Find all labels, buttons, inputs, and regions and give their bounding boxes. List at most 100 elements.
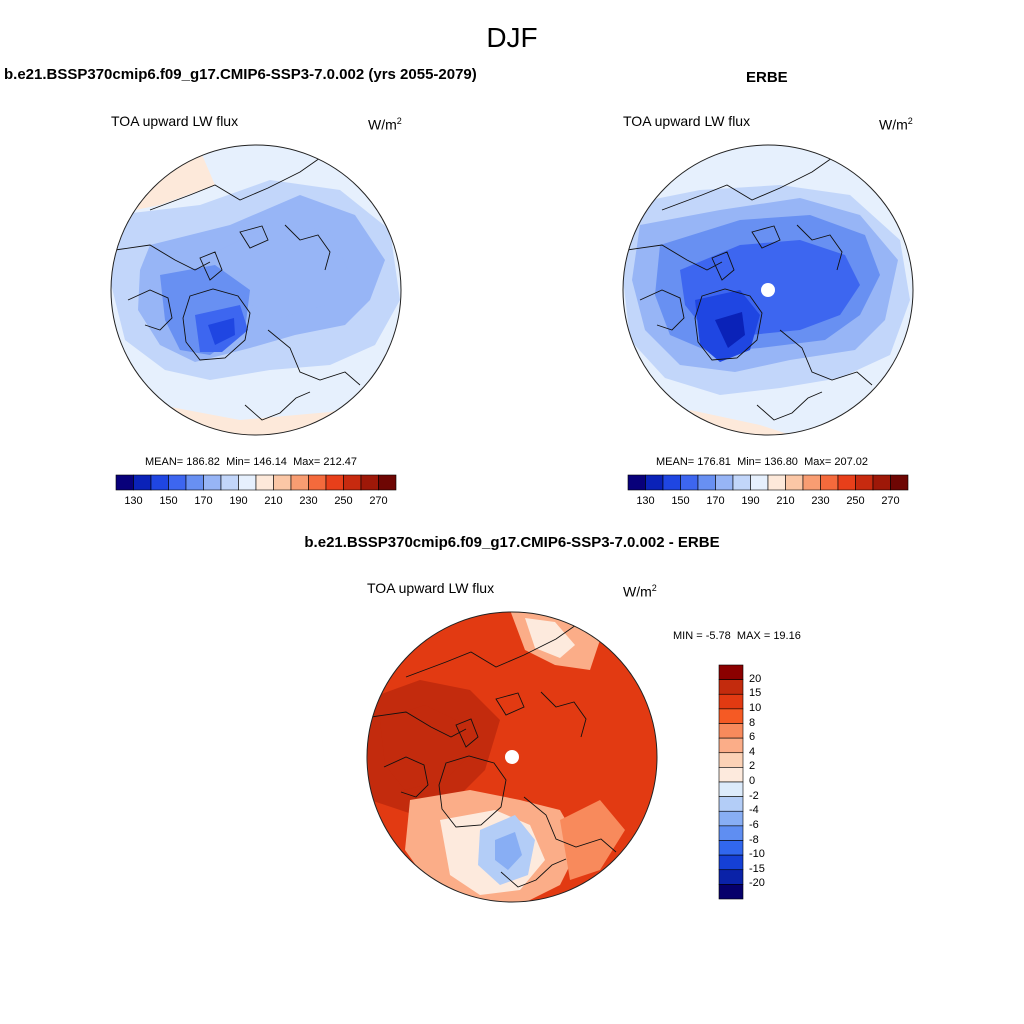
map-1-boundary — [110, 144, 402, 436]
colorbar-tick-label: 230 — [811, 495, 830, 507]
colorbar-box — [255, 474, 274, 491]
colorbar-box — [718, 693, 744, 710]
colorbar-box — [627, 474, 646, 491]
map-2-boundary — [622, 144, 914, 436]
colorbar-box — [890, 474, 909, 491]
colorbar-box — [718, 708, 744, 724]
map-1-fill-warm-s — [111, 395, 400, 435]
colorbar-tick-label: 270 — [369, 495, 388, 507]
map-3-fill-negative-core — [495, 832, 522, 870]
colorbar-box — [290, 474, 309, 491]
colorbar-box — [697, 474, 716, 491]
panel-2-min-value: 136.80 — [764, 456, 798, 468]
map-2-coastlines — [626, 157, 873, 421]
colorbar-tick-label: 250 — [334, 495, 353, 507]
colorbar-box — [718, 796, 744, 812]
panel-3-stats: MIN = -5.78 MAX = 19.16 — [673, 630, 801, 642]
colorbar-tick-label: 230 — [299, 495, 318, 507]
panel-1-mean-label: MEAN= — [145, 456, 184, 468]
colorbar-tick-label: 170 — [706, 495, 725, 507]
colorbar-box — [115, 474, 134, 491]
map-1-coastlines — [114, 157, 361, 421]
colorbar-box — [680, 474, 699, 491]
colorbar-box — [785, 474, 804, 491]
panel-2-title: ERBE — [746, 69, 788, 86]
map-3-boundary — [366, 611, 658, 903]
colorbar-box — [168, 474, 187, 491]
colorbar-tick-label: 130 — [636, 495, 655, 507]
colorbar-tick-label: -6 — [749, 818, 759, 831]
colorbar-box — [855, 474, 874, 491]
map-2-fill-greenland-core — [715, 312, 745, 348]
panel-2-units: W/m2 — [879, 116, 913, 133]
colorbar-tick-label: 170 — [194, 495, 213, 507]
panel-3-title: b.e21.BSSP370cmip6.f09_g17.CMIP6-SSP3-7.… — [304, 534, 720, 551]
panel-1-min-value: 146.14 — [253, 456, 287, 468]
map-3-fill-east-pale — [560, 800, 625, 880]
colorbar-box — [150, 474, 169, 491]
panel-2-stats: MEAN= 176.81 Min= 136.80 Max= 207.02 — [656, 456, 868, 468]
colorbar-tick-label: 190 — [741, 495, 760, 507]
colorbar-tick-label: 250 — [846, 495, 865, 507]
colorbar-box — [343, 474, 362, 491]
colorbar-tick-label: -2 — [749, 789, 759, 802]
colorbar-box — [220, 474, 239, 491]
panel-3-variable-label: TOA upward LW flux — [367, 580, 495, 596]
colorbar-tick-label: 2 — [749, 760, 756, 773]
colorbar-tick-label: 10 — [749, 701, 762, 714]
colorbar-box — [718, 767, 744, 783]
panel-1-max-value: 212.47 — [323, 456, 357, 468]
colorbar-box — [378, 474, 397, 491]
colorbar-tick-label: 4 — [749, 745, 756, 758]
map-1-fill-greenland-core — [208, 318, 235, 345]
colorbar-tick-label: 15 — [749, 687, 762, 700]
panel-1-variable-label: TOA upward LW flux — [111, 113, 239, 129]
panel-3-min-label: MIN = — [673, 630, 703, 642]
colorbar-box — [718, 752, 744, 768]
colorbar-box — [185, 474, 204, 491]
colorbar-tick-label: -8 — [749, 833, 759, 846]
colorbar-tick-label: 130 — [124, 495, 143, 507]
colorbar-box — [820, 474, 839, 491]
colorbar-tick-label: -20 — [749, 877, 765, 890]
panel-1-mean-value: 186.82 — [186, 456, 220, 468]
colorbar-tick-label: 210 — [264, 495, 283, 507]
colorbar-box — [718, 854, 744, 871]
season-title: DJF — [486, 22, 538, 53]
map-3-fill-strong-core — [380, 705, 470, 790]
colorbar-box — [718, 869, 744, 885]
panel-1-colorbar — [115, 474, 397, 491]
colorbar-box — [718, 737, 744, 754]
panel-2-mean-value: 176.81 — [697, 456, 731, 468]
panel-1-min-label: Min= — [226, 456, 251, 468]
colorbar-box — [718, 884, 744, 900]
colorbar-box — [273, 474, 292, 491]
map-3-coastlines — [370, 624, 617, 888]
map-3-contour-fill — [367, 612, 657, 902]
colorbar-box — [662, 474, 681, 491]
colorbar-box — [750, 474, 769, 491]
colorbar-box — [238, 474, 257, 491]
map-2-polar-plot — [622, 144, 914, 436]
panel-2-max-value: 207.02 — [834, 456, 868, 468]
colorbar-tick-label: 20 — [749, 672, 762, 685]
colorbar-tick-label: -10 — [749, 848, 765, 861]
colorbar-box — [732, 474, 751, 491]
map-2-pole-hole — [761, 283, 775, 297]
colorbar-tick-label: 8 — [749, 716, 756, 729]
panel-2-variable-label: TOA upward LW flux — [623, 113, 751, 129]
panel-3-max-value: 19.16 — [773, 630, 801, 642]
panel-2-max-label: Max= — [804, 456, 832, 468]
colorbar-tick-label: 6 — [749, 731, 756, 744]
panel-2-colorbar — [627, 474, 909, 491]
panel-3-units: W/m2 — [623, 583, 657, 600]
map-2-fill-warm-s — [690, 410, 800, 435]
panel-1-title: b.e21.BSSP370cmip6.f09_g17.CMIP6-SSP3-7.… — [4, 66, 477, 83]
colorbar-box — [718, 679, 744, 695]
colorbar-box — [308, 474, 327, 491]
panel-1-stats: MEAN= 186.82 Min= 146.14 Max= 212.47 — [145, 456, 357, 468]
colorbar-tick-label: -4 — [749, 804, 759, 817]
panel-3-colorbar — [718, 664, 744, 900]
panel-1-max-label: Max= — [293, 456, 321, 468]
map-3-polar-plot — [366, 611, 658, 903]
